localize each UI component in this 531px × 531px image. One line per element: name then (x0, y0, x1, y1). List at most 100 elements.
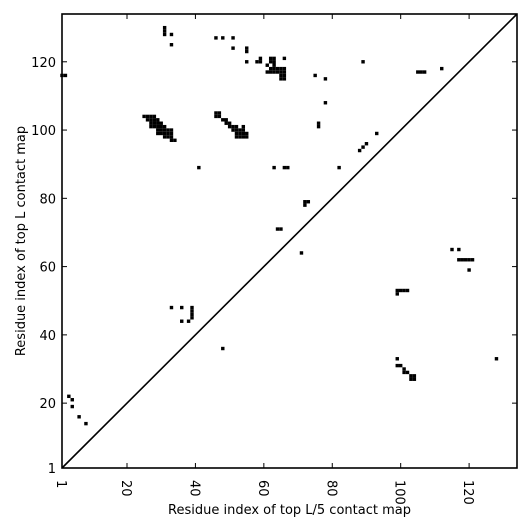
contact-cell (265, 70, 269, 74)
contact-cell (405, 370, 410, 375)
contact-cell (470, 258, 475, 262)
contact-cell (241, 124, 246, 129)
contact-cell (234, 135, 239, 139)
contact-cell (323, 77, 328, 81)
x-tick-label: 60 (255, 480, 270, 497)
contact-cell (169, 32, 174, 37)
contact-cell (375, 131, 379, 136)
y-tick-label: 20 (39, 397, 56, 412)
x-tick-label: 100 (392, 480, 407, 505)
contact-cell (279, 70, 283, 74)
y-axis-label: Residue index of top L contact map (14, 126, 29, 356)
contact-cell (279, 77, 283, 81)
contact-cell (395, 363, 399, 368)
contact-cell (224, 121, 228, 125)
contact-cell (457, 258, 461, 262)
contact-cell (156, 118, 160, 122)
contact-cell (156, 124, 160, 129)
contact-cell (197, 165, 201, 170)
contact-cell (316, 124, 321, 129)
contact-cell (142, 114, 146, 119)
contact-cell (231, 36, 235, 40)
contact-cell (303, 203, 307, 207)
contact-cell (282, 77, 287, 81)
contact-cell (152, 124, 157, 129)
contact-cell (166, 131, 170, 136)
contact-cell (398, 288, 403, 293)
contact-cell (238, 131, 242, 136)
contact-cell (258, 60, 263, 64)
contact-cell (238, 135, 242, 139)
contact-cell (364, 142, 369, 146)
contact-cell (241, 128, 246, 132)
contact-cell (275, 66, 280, 71)
contact-cell (409, 374, 413, 378)
contact-cell (299, 251, 304, 255)
contact-cell (306, 200, 311, 204)
contact-cell (231, 124, 235, 129)
x-tick-label: 1 (53, 480, 68, 488)
contact-cell (145, 114, 150, 119)
contact-cell (450, 247, 454, 252)
y-tick-label: 80 (39, 192, 56, 207)
contact-cell (361, 145, 365, 149)
contact-cell (234, 131, 239, 136)
contact-cell (221, 118, 225, 122)
contact-cell (463, 258, 468, 262)
contact-cell (169, 43, 174, 47)
contact-cell (159, 124, 163, 129)
contact-cell (402, 367, 406, 371)
contact-cell (265, 63, 269, 67)
contact-cell (214, 114, 218, 119)
contact-cell (149, 114, 153, 119)
contact-cell (395, 288, 399, 293)
contact-cell (279, 73, 283, 78)
contact-cells (60, 25, 499, 426)
contact-cell (457, 247, 461, 252)
contact-cell (272, 63, 276, 67)
contact-cell (156, 128, 160, 132)
contact-cell (162, 128, 167, 132)
contact-cell (286, 165, 290, 170)
contact-cell (460, 258, 464, 262)
contact-cell (162, 25, 167, 30)
contact-cell (494, 357, 499, 361)
contact-cell (412, 374, 417, 378)
contact-cell (245, 135, 249, 139)
contact-cell (258, 56, 263, 61)
contact-cell (241, 131, 246, 136)
contact-cell (282, 56, 287, 61)
contact-cell (214, 36, 218, 40)
contact-cell (149, 121, 153, 125)
contact-cell (412, 377, 417, 381)
contact-cell (162, 131, 167, 136)
contact-cell (180, 319, 184, 323)
contact-cell (190, 316, 194, 320)
x-tick-label: 80 (323, 480, 338, 497)
contact-cell (227, 124, 232, 129)
contact-cell (234, 124, 239, 129)
y-tick-label: 120 (31, 56, 56, 71)
contact-cell (272, 56, 276, 61)
y-tick-label: 60 (39, 261, 56, 276)
contact-cell (323, 101, 328, 105)
contact-cell (231, 128, 235, 132)
x-axis-label: Residue index of top L/5 contact map (168, 503, 411, 518)
contact-cell (272, 66, 276, 71)
contact-cell (316, 121, 321, 125)
contact-cell (272, 70, 276, 74)
contact-cell (159, 121, 163, 125)
contact-cell (70, 404, 74, 409)
contact-cell (361, 60, 365, 64)
contact-cell (467, 258, 471, 262)
contact-cell (186, 319, 191, 323)
contact-cell (419, 70, 423, 74)
y-tick-label: 40 (39, 329, 56, 344)
contact-cell (166, 128, 170, 132)
contact-cell (303, 200, 307, 204)
contact-cell (190, 305, 194, 310)
contact-cell (67, 394, 71, 399)
plot-frame (61, 13, 518, 469)
contact-cell (166, 135, 170, 139)
contact-cell (238, 128, 242, 132)
